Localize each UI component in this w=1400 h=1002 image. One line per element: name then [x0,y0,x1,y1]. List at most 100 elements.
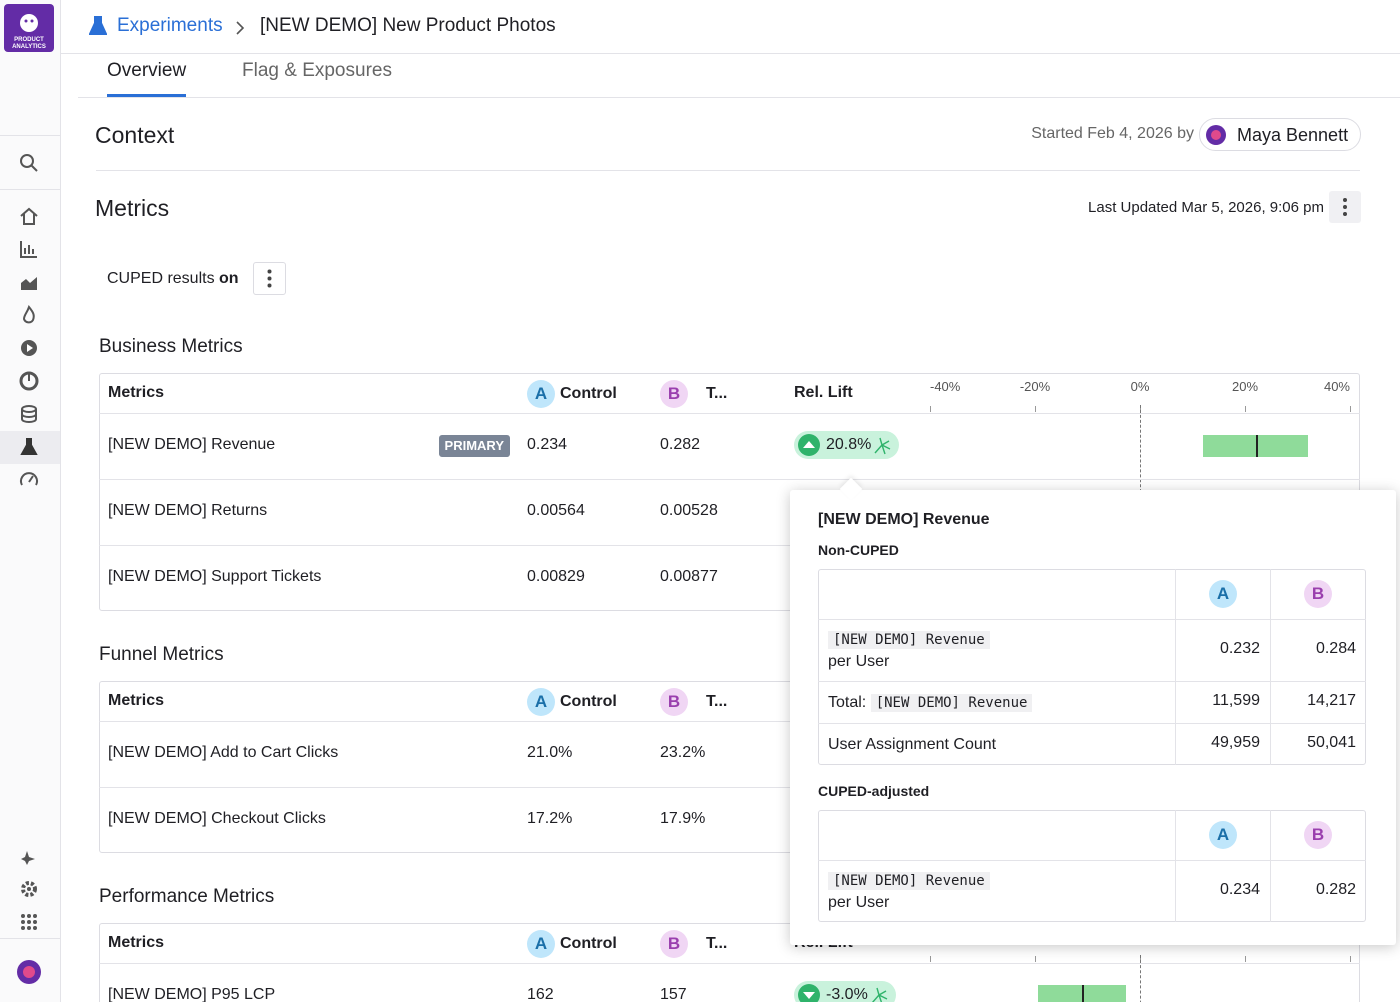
suffix: per User [828,894,890,911]
variant-b: B [660,930,688,958]
tab[interactable]: Flag & Exposures [242,60,392,81]
popover-subtitle: Non-CUPED [818,542,899,558]
lift-icon [798,984,820,1002]
axis-label: 0% [1130,379,1150,394]
last-updated: Last Updated Mar 5, 2026, 9:06 pm [1088,199,1324,216]
settings-icon[interactable] [18,878,40,900]
experiment-icon[interactable] [18,436,40,458]
column-header: Metrics [108,692,165,709]
column-header: Control [560,385,617,402]
control-value: 17.2% [527,810,573,827]
metric-name[interactable]: [NEW DEMO] Checkout Clicks [108,810,326,827]
column-header: T... [706,935,728,952]
gauge-icon[interactable] [18,469,40,491]
axis-label: 40% [1323,379,1350,394]
lift-value: 20.8% [826,436,872,453]
popover-table [818,569,1366,765]
header-divider [60,53,1400,54]
column-header: Control [560,693,617,710]
variant-a: A [1209,821,1237,849]
metric-cell: User Assignment Count [828,734,996,755]
col-divider [1270,569,1271,765]
tabs-divider [78,97,1400,98]
started-text: Started Feb 4, 2026 by [1031,125,1194,142]
treatment-value: 0.00877 [660,568,718,585]
section-title: Context [95,122,175,148]
ci-midpoint [1255,435,1258,457]
variant-b: B [660,380,688,408]
home-icon[interactable] [18,205,40,227]
axis-tick [1035,956,1036,962]
treatment-value: 157 [660,986,687,1002]
lift-pill: -3.0% [794,981,896,1002]
cuped-label: CUPED results [107,270,215,287]
ci-midpoint [1081,985,1084,1002]
lift-pill: 20.8% [794,431,900,459]
column-header: T... [706,385,728,402]
area-icon[interactable] [18,271,40,293]
section-title: Funnel Metrics [99,644,224,665]
sidebar-divider [0,189,60,190]
more-button[interactable] [1329,191,1361,223]
section-title: Business Metrics [99,336,243,357]
row-divider [818,723,1366,724]
flame-icon[interactable] [18,304,40,326]
popover-subtitle: CUPED-adjusted [818,783,930,799]
logo-dog [4,12,54,32]
b-value: 0.282 [1315,881,1356,898]
section-title: Performance Metrics [99,886,275,907]
b-value: 0.284 [1315,640,1356,657]
row-divider [99,413,1360,414]
sparkle-icon[interactable] [18,845,40,867]
a-value: 0.234 [1219,881,1260,898]
axis-tick [1245,956,1246,962]
axis-tick [1350,406,1351,412]
metric-name[interactable]: [NEW DEMO] Support Tickets [108,568,322,585]
ci-bar [1038,985,1126,1002]
metric-name[interactable]: [NEW DEMO] Add to Cart Clicks [108,744,339,761]
column-header: Control [560,935,617,952]
axis-tick [1035,406,1036,412]
pie-icon[interactable] [18,370,40,392]
tab-active[interactable]: Overview [107,60,187,81]
play-icon[interactable] [18,337,40,359]
sidebar-divider [0,938,60,939]
apps-icon[interactable] [18,911,40,933]
logo[interactable]: PRODUCT ANALYTICS [4,4,54,52]
column-header: Metrics [108,384,165,401]
tab-underline [107,94,186,98]
cuped-menu-button[interactable] [253,262,286,295]
metric-cell: [NEW DEMO] Revenue per User [828,629,990,672]
breadcrumb-link[interactable]: Experiments [117,15,223,36]
metric-name[interactable]: [NEW DEMO] Revenue [108,436,276,453]
metric-name[interactable]: [NEW DEMO] Returns [108,502,268,519]
b-value: 14,217 [1307,692,1356,709]
metric-cell: Total: [NEW DEMO] Revenue [828,692,1033,714]
owner-pill[interactable]: Maya Bennett [1199,118,1361,151]
database-icon[interactable] [18,403,40,425]
a-value: 49,959 [1211,734,1260,751]
metric-name[interactable]: [NEW DEMO] P95 LCP [108,986,276,1002]
treatment-value: 0.00528 [660,502,718,519]
logo-line2: ANALYTICS [12,44,46,50]
variant-b: B [660,688,688,716]
metric-cell: [NEW DEMO] Revenue per User [828,870,990,913]
search-icon[interactable] [18,152,40,174]
treatment-value: 17.9% [660,810,706,827]
variant-a: A [1209,580,1237,608]
row-divider [99,963,1360,964]
code-chip: [NEW DEMO] Revenue [828,872,990,890]
user-avatar[interactable] [16,959,42,985]
popover-title: [NEW DEMO] Revenue [818,511,990,528]
code-chip: [NEW DEMO] Revenue [870,694,1033,712]
zero-line [1140,955,1141,1002]
column-header: Rel. Lift [794,384,853,401]
sparkle [871,987,888,1002]
a-value: 11,599 [1212,692,1260,709]
cuped-toggle-text: CUPED results on [107,270,239,288]
column-header: T... [706,693,728,710]
row-divider [818,681,1366,682]
axis-tick [930,406,931,412]
chart-icon[interactable] [18,238,40,260]
